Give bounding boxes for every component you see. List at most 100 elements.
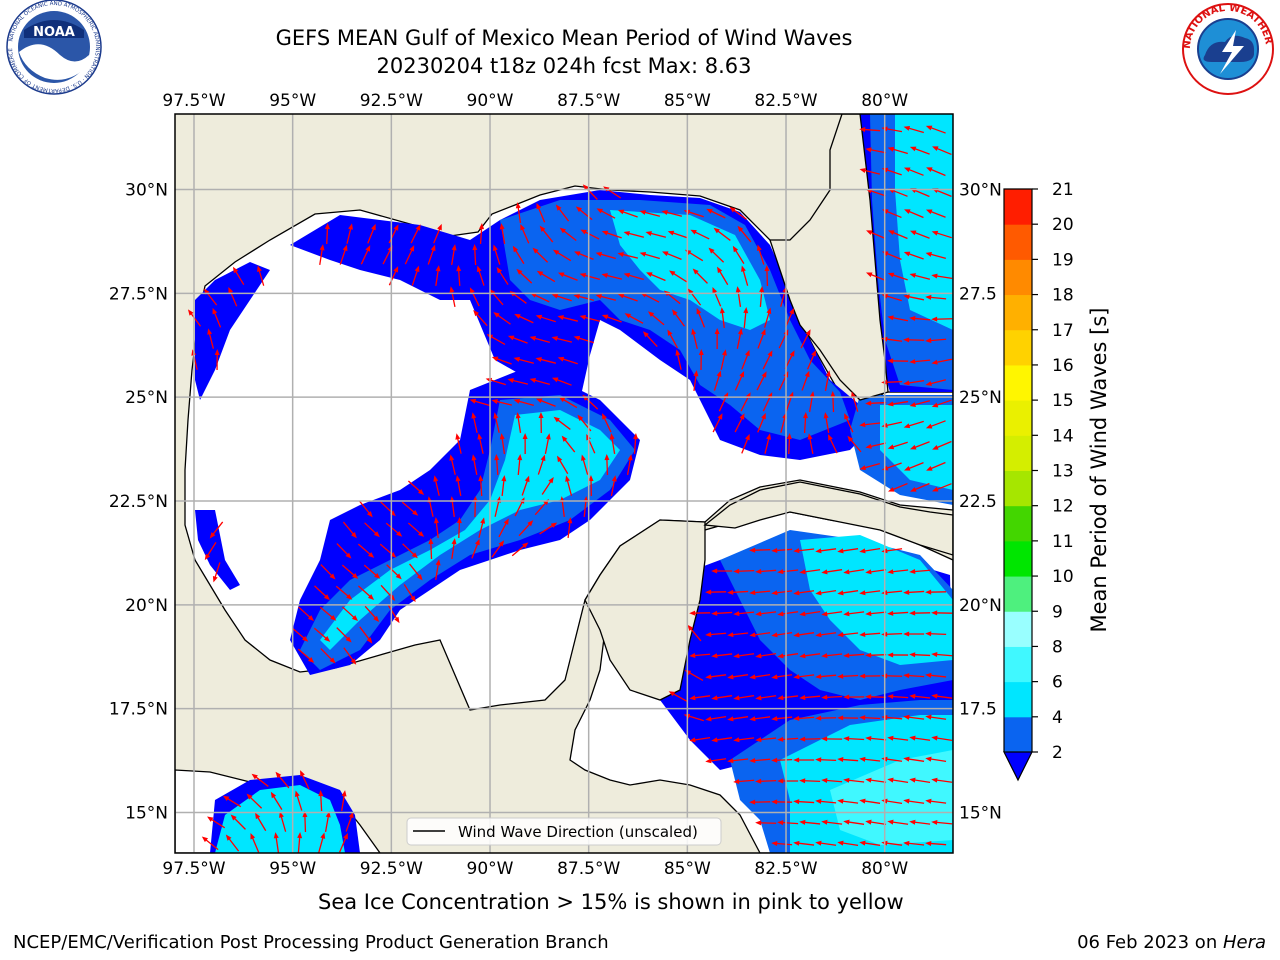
wave-direction-arrow-406	[689, 695, 711, 701]
wave-direction-arrow-136	[672, 309, 685, 327]
wave-direction-arrow-413	[843, 694, 865, 700]
wave-direction-arrow-44	[580, 229, 600, 240]
wave-direction-arrow-93	[623, 272, 644, 281]
wave-direction-arrow-207	[909, 400, 931, 407]
colorbar-bin-4	[1004, 611, 1032, 647]
wave-direction-arrow-244	[909, 441, 930, 450]
wave-direction-arrow-105	[228, 286, 238, 307]
wave-direction-arrow-499	[250, 832, 260, 853]
wave-direction-arrow-172	[762, 350, 773, 370]
wave-direction-arrow-340	[837, 590, 859, 596]
wave-direction-arrow-183	[713, 370, 722, 391]
wave-direction-arrow-185	[756, 371, 767, 391]
wave-direction-arrow-469	[294, 790, 303, 811]
wave-direction-arrow-67	[552, 249, 572, 262]
wave-direction-arrow-242	[865, 442, 887, 449]
lon-label-bottom-6: 85°W	[664, 859, 711, 879]
wave-direction-arrow-323	[799, 569, 821, 575]
wave-direction-arrow-324	[821, 569, 843, 575]
wave-direction-arrow-123	[903, 294, 925, 301]
wave-direction-arrow-327	[887, 569, 909, 575]
wave-direction-arrow-184	[734, 371, 745, 391]
wave-direction-arrow-226	[925, 420, 946, 429]
wave-direction-arrow-144	[931, 316, 953, 322]
lat-label-left-6: 17.5°N	[109, 700, 168, 720]
wave-direction-arrow-312	[212, 562, 221, 583]
wave-direction-arrow-154	[714, 328, 720, 350]
wave-direction-arrow-87	[496, 266, 509, 285]
colorbar-bin-2	[1004, 681, 1032, 718]
wave-period-field-20	[195, 262, 270, 400]
wave-direction-arrow-487	[345, 811, 354, 832]
wave-direction-arrow-363	[313, 627, 331, 642]
wave-direction-arrow-234	[609, 433, 616, 454]
wave-direction-arrow-221	[823, 412, 830, 433]
lat-label-left-5: 20°N	[125, 596, 168, 616]
wave-direction-arrow-429	[925, 714, 947, 720]
wave-direction-arrow-468	[270, 791, 283, 810]
wave-direction-arrow-37	[410, 224, 421, 244]
wave-direction-arrow-359	[887, 610, 909, 616]
wave-direction-arrow-231	[544, 433, 551, 454]
colorbar-bin-12	[1004, 329, 1032, 366]
wave-direction-arrow-61	[427, 244, 436, 265]
wave-direction-arrow-489	[777, 820, 799, 826]
wave-direction-arrow-373	[837, 632, 859, 638]
footer-credit: NCEP/EMC/Verification Post Processing Pr…	[13, 932, 609, 953]
wave-direction-arrow-137	[696, 307, 706, 328]
wave-direction-arrow-353	[755, 611, 777, 617]
lat-label-right-3: 25°N	[959, 388, 1002, 408]
wave-direction-arrow-12	[926, 167, 946, 177]
wave-direction-arrow-63	[472, 244, 478, 266]
wave-direction-arrow-372	[815, 632, 837, 638]
wave-direction-arrow-462	[865, 777, 887, 783]
wave-direction-arrow-194	[513, 398, 534, 407]
wave-direction-arrow-351	[711, 610, 733, 616]
wave-direction-arrow-259	[407, 480, 425, 495]
wave-direction-arrow-287	[407, 522, 425, 537]
wave-direction-arrow-168	[675, 349, 682, 370]
wave-direction-arrow-404	[925, 672, 947, 678]
colorbar-bin-11	[1004, 364, 1032, 401]
wave-direction-arrow-3	[903, 125, 924, 134]
wave-direction-arrow-343	[903, 589, 925, 595]
wave-direction-arrow-89	[536, 270, 556, 283]
wave-direction-arrow-36	[388, 224, 399, 244]
wave-direction-arrow-113	[595, 294, 617, 301]
wave-direction-arrow-347	[342, 606, 359, 622]
wave-direction-arrow-488	[755, 820, 777, 826]
wave-direction-arrow-262	[478, 475, 484, 497]
wave-direction-arrow-444	[749, 758, 771, 763]
wave-direction-arrow-24	[617, 209, 638, 218]
wave-direction-arrow-416	[909, 693, 931, 699]
wave-direction-arrow-460	[821, 778, 843, 784]
wave-direction-arrow-152	[667, 329, 679, 349]
wave-direction-arrow-177	[931, 358, 953, 365]
wave-direction-arrow-308	[815, 548, 837, 554]
wave-direction-arrow-388	[843, 652, 865, 658]
lat-label-right-4: 22.5	[959, 492, 997, 512]
wave-direction-arrow-223	[859, 422, 881, 428]
wave-direction-arrow-66	[532, 247, 549, 263]
wave-direction-arrow-452	[925, 756, 947, 762]
wave-period-field-9	[800, 535, 953, 665]
wave-direction-arrow-151	[642, 331, 658, 348]
wave-direction-arrow-218	[757, 412, 766, 433]
wave-direction-arrow-284	[342, 521, 357, 539]
wave-direction-arrow-397	[771, 674, 793, 680]
wave-direction-arrow-415	[887, 694, 909, 700]
wave-direction-arrow-295	[204, 542, 217, 561]
wave-direction-arrow-266	[565, 475, 573, 496]
wave-direction-arrow-341	[859, 590, 881, 596]
wave-direction-arrow-357	[843, 611, 865, 617]
wave-direction-arrow-90	[557, 272, 578, 281]
wave-direction-arrow-135	[647, 311, 665, 326]
wave-direction-arrow-132	[579, 315, 601, 322]
wave-direction-arrow-316	[386, 564, 402, 580]
wave-direction-arrow-73	[684, 249, 704, 262]
wave-direction-arrow-270	[910, 482, 930, 492]
wave-direction-arrow-220	[803, 412, 809, 434]
wave-direction-arrow-481	[207, 816, 226, 829]
wave-direction-arrow-22	[575, 206, 593, 221]
colorbar-tick-label-5: 9	[1052, 602, 1063, 622]
